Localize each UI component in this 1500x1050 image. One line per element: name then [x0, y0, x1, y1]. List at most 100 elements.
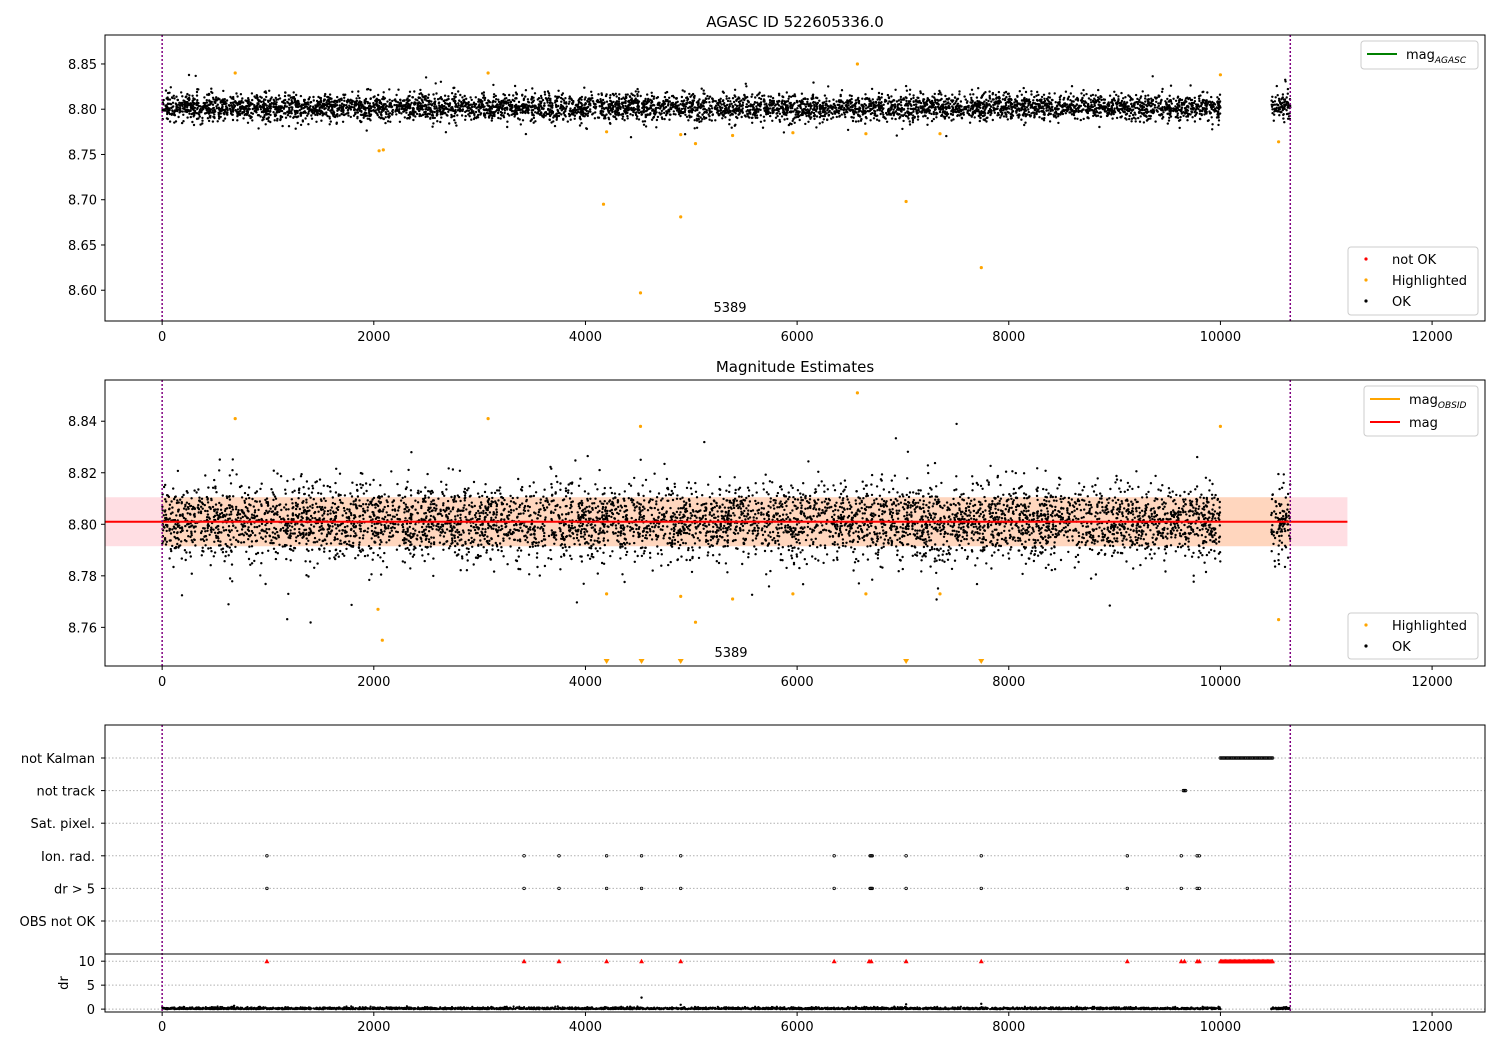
- ok-point: [187, 98, 191, 101]
- ok-point: [573, 117, 576, 121]
- ok-point: [794, 116, 798, 119]
- ok-point: [204, 107, 208, 110]
- ok-point: [1159, 102, 1162, 106]
- ok-point: [835, 110, 838, 114]
- ok-point: [749, 111, 752, 114]
- ok-point: [785, 91, 788, 94]
- ok-point: [636, 93, 639, 96]
- ok-point: [349, 106, 352, 109]
- ok-point: [922, 93, 925, 96]
- ok-point: [1143, 108, 1147, 112]
- ok-point: [482, 91, 486, 94]
- ok-point: [309, 100, 313, 104]
- ok-point: [207, 112, 211, 115]
- ok-point: [601, 110, 605, 113]
- ok-point: [1053, 92, 1056, 95]
- ok-point: [336, 109, 339, 113]
- ok-point: [416, 107, 419, 110]
- ok-point: [759, 101, 763, 104]
- ok-point: [386, 120, 390, 123]
- ok-point: [978, 119, 981, 123]
- ok-point: [169, 86, 172, 89]
- ok-point: [191, 120, 194, 124]
- ok-point: [260, 96, 263, 99]
- ok-point: [902, 119, 905, 123]
- ok-point: [1189, 84, 1192, 87]
- ok-point: [483, 98, 486, 102]
- ok-point: [1113, 90, 1116, 94]
- ok-point: [1096, 96, 1100, 99]
- ok-point: [217, 106, 220, 109]
- ok-point: [340, 102, 344, 105]
- ok-point: [282, 106, 285, 110]
- ok-point: [988, 103, 991, 106]
- ok-point: [695, 117, 698, 121]
- ok-point: [639, 94, 642, 98]
- ok-point: [1033, 105, 1036, 109]
- ok-point: [301, 119, 304, 122]
- ok-point: [1004, 90, 1008, 94]
- ok-point: [1155, 96, 1159, 99]
- ok-point: [970, 101, 973, 105]
- ok-point: [902, 97, 905, 100]
- ok-point: [1080, 109, 1083, 113]
- ok-point: [395, 104, 399, 107]
- ok-point: [1178, 105, 1181, 108]
- ok-point: [1033, 95, 1036, 99]
- ok-point: [970, 88, 974, 92]
- ok-point: [1151, 75, 1154, 78]
- ok-point: [495, 98, 498, 101]
- ok-point: [895, 134, 898, 137]
- ok-point: [852, 116, 855, 119]
- ok-point: [951, 113, 955, 117]
- ok-point: [1027, 104, 1030, 107]
- ok-point: [1138, 98, 1141, 102]
- ok-point: [1174, 105, 1177, 108]
- ok-point: [1111, 103, 1115, 107]
- ok-point: [342, 113, 346, 117]
- ok-point: [1187, 112, 1191, 116]
- ok-point: [296, 121, 299, 125]
- ok-point: [245, 100, 249, 103]
- ok-point: [582, 114, 585, 118]
- ok-point: [827, 85, 830, 88]
- ok-point: [278, 97, 282, 100]
- ok-point: [1033, 115, 1036, 119]
- ok-point: [256, 108, 260, 111]
- ok-point: [533, 92, 537, 95]
- ok-point: [406, 116, 410, 120]
- ok-point: [414, 115, 417, 118]
- ok-point: [1043, 97, 1046, 101]
- ok-point: [532, 116, 536, 120]
- ok-point: [414, 98, 417, 101]
- ok-point: [319, 96, 323, 100]
- ok-point: [959, 100, 963, 103]
- ok-point: [366, 100, 369, 104]
- ok-point: [314, 113, 317, 117]
- ok-point: [872, 102, 875, 106]
- ok-point: [206, 117, 210, 120]
- ok-point: [645, 107, 649, 110]
- ok-point: [653, 110, 656, 113]
- ok-point: [762, 107, 766, 110]
- ok-point: [398, 108, 401, 111]
- ok-point: [787, 97, 790, 101]
- ok-point: [299, 114, 303, 118]
- ok-point: [569, 110, 572, 113]
- ok-point: [793, 121, 796, 125]
- ok-point: [706, 94, 709, 98]
- ok-point: [607, 116, 610, 120]
- ok-point: [912, 94, 915, 97]
- ok-point: [749, 103, 752, 106]
- ok-point: [514, 107, 517, 110]
- ok-point: [167, 102, 170, 106]
- ok-point: [608, 121, 612, 125]
- ok-point: [728, 103, 731, 106]
- ok-point: [600, 105, 604, 108]
- ok-point: [303, 105, 307, 109]
- ok-point: [792, 117, 795, 121]
- ok-point: [714, 119, 717, 122]
- ok-point: [517, 100, 521, 104]
- ok-point: [517, 107, 521, 110]
- panel-agasc-title: AGASC ID 522605336.0: [706, 13, 884, 31]
